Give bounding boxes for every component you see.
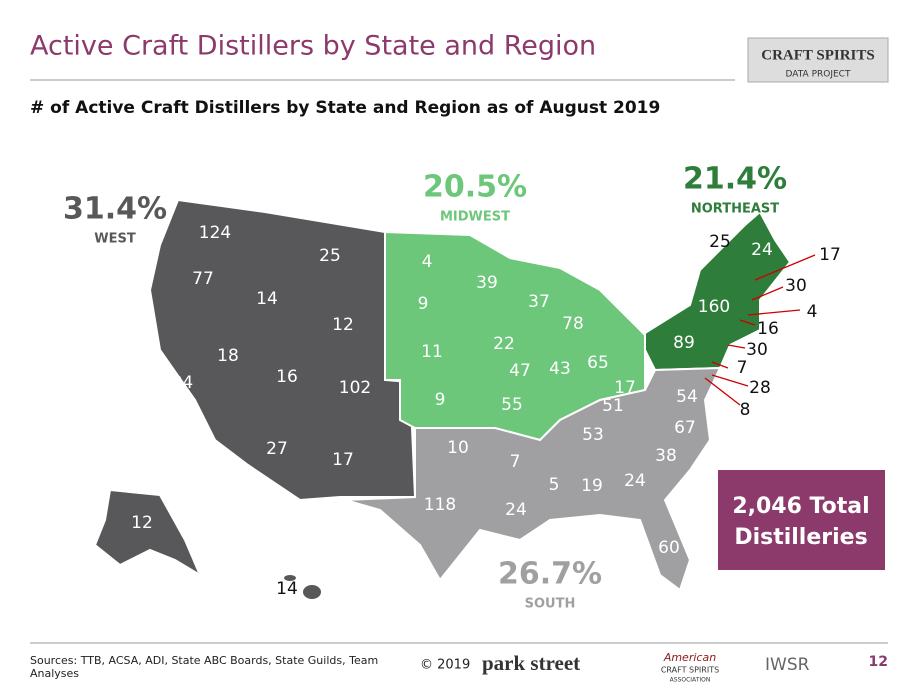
logo: CRAFT SPIRITS bbox=[761, 47, 875, 63]
state-count: 54 bbox=[676, 387, 698, 407]
state-count: 4 bbox=[422, 252, 433, 272]
state-count: 18 bbox=[217, 346, 239, 366]
state-count: 4 bbox=[807, 302, 818, 322]
state-count: 25 bbox=[709, 232, 731, 252]
state-count: 16 bbox=[276, 367, 298, 387]
acsa-logo: CRAFT SPIRITS bbox=[661, 666, 719, 675]
acsa-logo: American bbox=[663, 651, 716, 664]
state-count: 17 bbox=[614, 378, 636, 398]
south bbox=[344, 366, 722, 592]
total-box bbox=[718, 470, 885, 570]
leaders bbox=[704, 254, 816, 406]
region-share: 21.4% bbox=[683, 162, 787, 197]
map bbox=[93, 198, 792, 601]
state-count: 102 bbox=[339, 378, 371, 398]
state-count: 25 bbox=[319, 246, 341, 266]
state-count: 77 bbox=[192, 269, 214, 289]
acsa-logo: ASSOCIATION bbox=[670, 677, 711, 684]
state-count: 7 bbox=[510, 452, 521, 472]
sources: Sources: TTB, ACSA, ADI, State ABC Board… bbox=[30, 654, 379, 680]
state-count: 118 bbox=[424, 495, 456, 515]
state-count: 160 bbox=[698, 297, 730, 317]
state-count: 30 bbox=[746, 340, 768, 360]
state-count: 39 bbox=[476, 273, 498, 293]
state-count: 60 bbox=[658, 538, 680, 558]
region-name: MIDWEST bbox=[440, 210, 510, 225]
state-count: 28 bbox=[749, 378, 771, 398]
region-share: 20.5% bbox=[423, 170, 527, 205]
region-name: SOUTH bbox=[525, 597, 576, 612]
region-name: WEST bbox=[94, 232, 136, 247]
parkstreet-logo: park street bbox=[482, 651, 580, 675]
state-count: 67 bbox=[674, 418, 696, 438]
state-count: 47 bbox=[509, 361, 531, 381]
state-count: 10 bbox=[447, 438, 469, 458]
copyright: © 2019 bbox=[420, 658, 470, 673]
region-name: NORTHEAST bbox=[691, 202, 779, 217]
total: 2,046 Total bbox=[732, 494, 869, 519]
page-number: 12 bbox=[869, 654, 888, 670]
state-count: 30 bbox=[785, 276, 807, 296]
hawaii bbox=[301, 583, 323, 601]
state-count: 24 bbox=[624, 471, 646, 491]
iwsr-logo: IWSR bbox=[765, 655, 810, 675]
alaska bbox=[93, 488, 203, 578]
state-count: 17 bbox=[332, 450, 354, 470]
hawaii bbox=[282, 573, 298, 583]
state-count: 51 bbox=[602, 396, 624, 416]
state-count: 55 bbox=[501, 395, 523, 415]
state-count: 78 bbox=[562, 314, 584, 334]
title: Active Craft Distillers by State and Reg… bbox=[30, 31, 596, 62]
state-count: 14 bbox=[276, 579, 298, 599]
state-count: 12 bbox=[332, 315, 354, 335]
state-count: 124 bbox=[199, 223, 231, 243]
state-count: 8 bbox=[740, 400, 751, 420]
state-count: 65 bbox=[587, 353, 609, 373]
state-count: 9 bbox=[418, 294, 429, 314]
state-count: 12 bbox=[131, 513, 153, 533]
state-count: 11 bbox=[421, 342, 443, 362]
state-count: 53 bbox=[582, 425, 604, 445]
state-count: 9 bbox=[435, 390, 446, 410]
region-share: 31.4% bbox=[63, 192, 167, 227]
state-count: 24 bbox=[751, 240, 773, 260]
state-count: 19 bbox=[581, 476, 603, 496]
subtitle: # of Active Craft Distillers by State an… bbox=[30, 98, 660, 118]
state-count: 27 bbox=[266, 439, 288, 459]
state-count: 22 bbox=[493, 334, 515, 354]
state-count: 14 bbox=[256, 289, 278, 309]
state-count: 24 bbox=[505, 500, 527, 520]
state-count: 37 bbox=[528, 292, 550, 312]
state-count: 16 bbox=[757, 319, 779, 339]
state-count: 5 bbox=[549, 475, 560, 495]
state-count: 17 bbox=[819, 245, 841, 265]
state-count: 7 bbox=[737, 358, 748, 378]
state-count: 43 bbox=[549, 359, 571, 379]
total: Distilleries bbox=[734, 525, 867, 550]
region-share: 26.7% bbox=[498, 557, 602, 592]
logo: DATA PROJECT bbox=[786, 70, 851, 80]
state-count: 184 bbox=[161, 373, 193, 393]
logo-box bbox=[747, 37, 889, 83]
state-count: 89 bbox=[673, 333, 695, 353]
state-count: 38 bbox=[655, 446, 677, 466]
